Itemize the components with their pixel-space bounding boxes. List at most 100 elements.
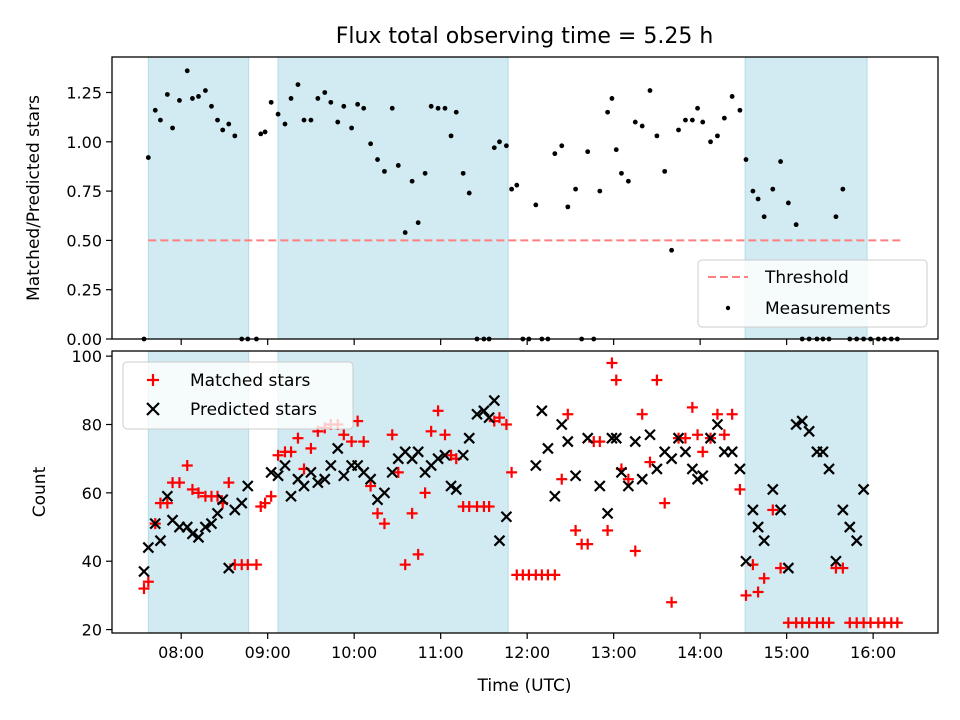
predicted-star-point — [483, 411, 495, 424]
matched-star-point — [272, 449, 284, 461]
count-y-ticks: 20 40 60 80 100 — [71, 347, 112, 640]
count-y-axis-label: Count — [30, 466, 50, 517]
predicted-star-stroke — [704, 432, 717, 444]
predicted-star-stroke — [629, 435, 642, 448]
predicted-star-point — [242, 480, 254, 492]
predicted-star-stroke — [658, 446, 671, 458]
predicted-star-point — [205, 517, 218, 530]
matched-star-point — [506, 466, 518, 478]
matched-legend-swatch — [147, 374, 159, 386]
x-tick-label: 12:00 — [504, 643, 550, 662]
matched-star-point — [606, 357, 618, 369]
predicted-star-stroke — [610, 432, 623, 444]
predicted-star-stroke — [782, 562, 795, 574]
predicted-star-stroke — [154, 534, 167, 547]
x-tick-label: 14:00 — [677, 643, 723, 662]
matched-star-point — [610, 374, 622, 386]
matched-star-point — [386, 429, 398, 441]
measurement-point — [533, 202, 539, 208]
predicted-star-stroke — [622, 480, 635, 492]
matched-star-point — [138, 583, 150, 595]
matched-star-point — [891, 617, 903, 629]
measurement-point — [585, 149, 591, 155]
ratio-legend: Threshold Measurements — [697, 259, 928, 328]
predicted-star-stroke — [211, 507, 224, 520]
matched-star-point — [644, 456, 656, 468]
measurement-point — [262, 129, 268, 135]
matched-star-point — [406, 507, 418, 519]
measurement-point — [402, 230, 408, 235]
predicted-star-stroke — [298, 480, 310, 492]
measurement-point — [625, 178, 631, 184]
predicted-legend-swatch — [146, 402, 160, 416]
predicted-star-stroke — [734, 463, 746, 475]
measurement-point — [689, 117, 695, 123]
x-tick-label: 15:00 — [764, 643, 810, 662]
y-tick-label: 0.50 — [66, 231, 102, 250]
predicted-star-point — [235, 497, 248, 509]
predicted-star-stroke — [711, 418, 724, 431]
measurement-point — [258, 131, 264, 137]
matched-star-point — [338, 429, 350, 441]
count-x-ticks: 08:00 09:00 10:00 11:00 12:00 13:00 14:00 15:00… — [158, 633, 896, 662]
predicted-star-stroke — [471, 408, 483, 421]
matched-star-point — [734, 483, 746, 495]
measurement-point — [295, 82, 301, 88]
predicted-star-point — [305, 466, 317, 479]
predicted-star-stroke — [747, 504, 759, 516]
predicted-star-point — [265, 466, 277, 479]
measurement-point — [793, 222, 799, 228]
predicted-star-stroke — [338, 469, 350, 482]
measurement-point — [491, 145, 497, 151]
measurement-point — [632, 119, 638, 125]
predicted-star-point — [691, 473, 704, 485]
predicted-star-stroke — [463, 432, 475, 444]
matched-star-point — [692, 429, 704, 441]
measurement-point — [737, 107, 743, 113]
predicted-star-stroke — [432, 452, 444, 465]
matched-star-point — [823, 617, 835, 629]
predicted-star-point — [222, 562, 235, 574]
predicted-star-point — [796, 415, 808, 427]
y-tick-label: 1.25 — [66, 83, 102, 102]
measurement-point — [654, 133, 660, 139]
x-axis-label: Time (UTC) — [477, 676, 572, 696]
predicted-star-point — [478, 405, 490, 417]
matched-star-point — [399, 559, 411, 571]
predicted-star-stroke — [774, 504, 787, 516]
predicted-star-point — [555, 418, 568, 431]
predicted-star-stroke — [817, 446, 829, 458]
measurement-point — [683, 117, 688, 123]
x-tick-label: 13:00 — [591, 643, 637, 662]
matched-star-point — [439, 429, 451, 441]
matched-star-point — [419, 487, 431, 499]
predicted-star-point — [606, 432, 618, 444]
x-tick-label: 11:00 — [418, 643, 464, 662]
predicted-star-point — [704, 432, 717, 444]
measurement-point — [145, 155, 151, 160]
matched-star-point — [483, 501, 495, 513]
predicted-star-point — [386, 466, 399, 479]
measurement-point — [504, 143, 509, 149]
measurement-point — [158, 117, 163, 123]
predicted-star-stroke — [181, 521, 194, 533]
matched-star-point — [562, 408, 574, 420]
matched-star-point — [686, 401, 698, 413]
matched-star-point — [500, 418, 512, 430]
measurement-point — [613, 147, 619, 153]
predicted-star-point — [439, 449, 451, 462]
measurement-point — [721, 115, 727, 121]
matched-star-point — [679, 432, 691, 444]
predicted-star-point — [181, 521, 194, 533]
predicted-star-point — [338, 469, 350, 482]
predicted-star-point — [549, 490, 561, 503]
predicted-star-stroke — [439, 449, 451, 462]
predicted-star-point — [629, 435, 642, 448]
predicted-star-stroke — [569, 469, 582, 482]
matched-star-point — [425, 425, 437, 437]
measurement-point — [509, 186, 514, 192]
measurement-point — [349, 125, 354, 131]
predicted-star-stroke — [450, 483, 463, 496]
measurement-point — [355, 101, 361, 107]
measurement-point — [448, 133, 454, 139]
